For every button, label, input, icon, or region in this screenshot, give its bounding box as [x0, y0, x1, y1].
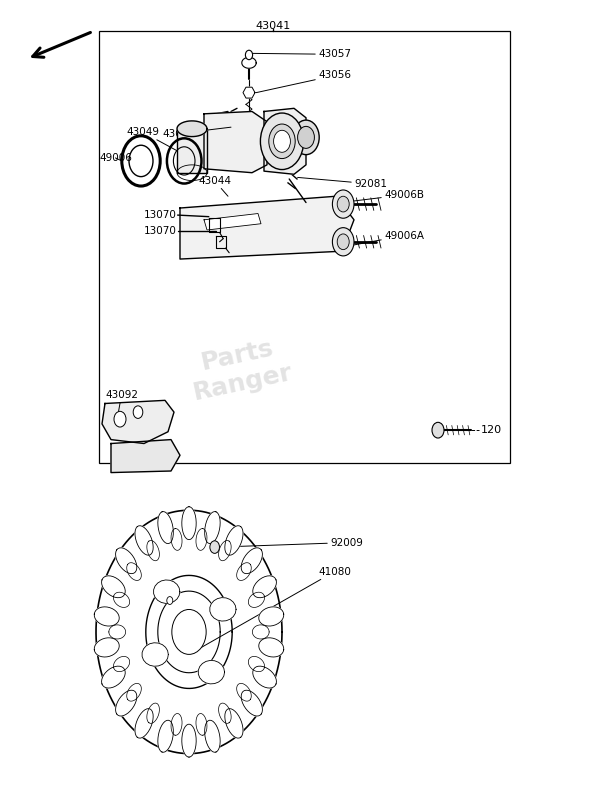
Circle shape — [337, 234, 349, 250]
Polygon shape — [177, 121, 207, 137]
Polygon shape — [127, 684, 142, 701]
Polygon shape — [210, 597, 236, 621]
Text: 13070: 13070 — [144, 226, 177, 236]
Polygon shape — [101, 666, 125, 688]
Circle shape — [114, 411, 126, 427]
Polygon shape — [147, 703, 160, 723]
Polygon shape — [242, 57, 256, 68]
Polygon shape — [96, 510, 282, 754]
Text: 43044: 43044 — [198, 176, 231, 196]
Polygon shape — [158, 512, 173, 544]
Text: 92081: 92081 — [298, 177, 387, 189]
Polygon shape — [113, 656, 130, 672]
Polygon shape — [253, 666, 277, 688]
Text: 49006: 49006 — [99, 153, 132, 163]
Text: 43049: 43049 — [126, 127, 177, 151]
Polygon shape — [158, 720, 173, 752]
Circle shape — [269, 124, 295, 159]
Polygon shape — [264, 108, 306, 174]
Polygon shape — [111, 440, 180, 473]
Polygon shape — [259, 607, 284, 626]
Circle shape — [274, 130, 290, 152]
Polygon shape — [225, 709, 243, 738]
Circle shape — [337, 196, 349, 212]
Polygon shape — [204, 214, 261, 230]
Polygon shape — [205, 512, 220, 544]
Polygon shape — [236, 684, 251, 701]
Polygon shape — [171, 528, 182, 550]
Polygon shape — [116, 548, 137, 574]
Polygon shape — [259, 638, 284, 657]
Text: 92009: 92009 — [220, 538, 363, 548]
Polygon shape — [94, 607, 119, 626]
Polygon shape — [182, 507, 196, 539]
Polygon shape — [243, 87, 255, 98]
Bar — [177, 129, 207, 173]
Circle shape — [332, 228, 354, 256]
Polygon shape — [94, 638, 119, 657]
Polygon shape — [241, 690, 262, 716]
Text: 120: 120 — [481, 425, 502, 435]
Text: 43057: 43057 — [253, 49, 351, 60]
Circle shape — [432, 422, 444, 438]
Circle shape — [172, 609, 206, 655]
Text: 43041: 43041 — [256, 21, 290, 31]
Polygon shape — [142, 643, 169, 666]
Polygon shape — [199, 660, 224, 684]
Polygon shape — [253, 575, 277, 597]
Circle shape — [298, 126, 314, 148]
Polygon shape — [241, 548, 262, 574]
Polygon shape — [147, 541, 160, 560]
Polygon shape — [116, 690, 137, 716]
Text: 43020: 43020 — [162, 127, 231, 139]
Text: 43056: 43056 — [256, 71, 351, 93]
Circle shape — [332, 190, 354, 218]
Polygon shape — [253, 625, 269, 639]
Polygon shape — [205, 720, 220, 752]
Text: 49006B: 49006B — [354, 190, 424, 201]
Polygon shape — [135, 709, 153, 738]
Polygon shape — [196, 528, 207, 550]
Polygon shape — [102, 400, 174, 444]
Polygon shape — [180, 196, 354, 259]
Circle shape — [133, 406, 143, 418]
Polygon shape — [113, 592, 130, 608]
Polygon shape — [182, 725, 196, 757]
Polygon shape — [204, 111, 267, 173]
Circle shape — [245, 50, 253, 60]
Bar — [99, 31, 510, 463]
Text: 41080: 41080 — [201, 567, 351, 648]
Text: Parts
Ranger: Parts Ranger — [185, 333, 295, 405]
Polygon shape — [218, 541, 231, 560]
Circle shape — [167, 597, 173, 604]
Polygon shape — [248, 592, 265, 608]
Polygon shape — [236, 563, 251, 580]
Text: 13070: 13070 — [144, 210, 177, 220]
Circle shape — [210, 541, 220, 553]
Polygon shape — [127, 563, 142, 580]
Polygon shape — [101, 575, 125, 597]
Circle shape — [260, 113, 304, 170]
Text: 49006A: 49006A — [354, 231, 424, 245]
Polygon shape — [196, 714, 207, 736]
Polygon shape — [248, 656, 265, 672]
Text: 43092: 43092 — [105, 390, 138, 420]
Polygon shape — [171, 714, 182, 736]
Polygon shape — [218, 703, 231, 723]
Polygon shape — [154, 580, 180, 604]
Circle shape — [293, 120, 319, 155]
Polygon shape — [135, 526, 153, 555]
Polygon shape — [225, 526, 243, 555]
Polygon shape — [109, 625, 125, 639]
